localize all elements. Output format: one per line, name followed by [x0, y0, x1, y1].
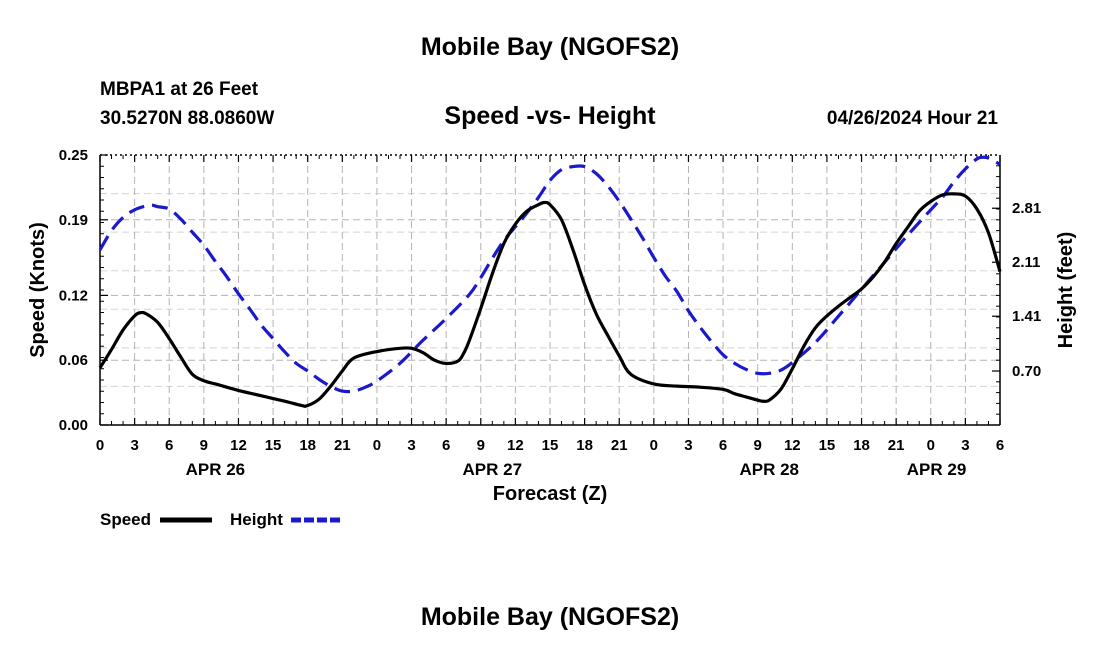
y-left-tick-label: 0.12 [59, 287, 88, 304]
date-label: APR 26 [186, 460, 246, 479]
forecast-timestamp: 04/26/2024 Hour 21 [827, 108, 999, 129]
y-right-tick-label: 2.81 [1012, 200, 1041, 217]
x-tick-label: 15 [819, 437, 836, 454]
x-tick-label: 9 [477, 437, 485, 454]
x-tick-label: 3 [130, 437, 138, 454]
x-tick-label: 6 [996, 437, 1004, 454]
station-coords: 30.5270N 88.0860W [100, 108, 274, 129]
date-labels: APR 26 APR 27 APR 28 APR 29 [186, 460, 967, 479]
y-left-tick-label: 0.00 [59, 417, 88, 434]
y-right-tick-label: 0.70 [1012, 363, 1041, 380]
x-tick-label: 21 [888, 437, 905, 454]
y-left-tick-labels: 0.00 0.06 0.12 0.19 0.25 [59, 147, 88, 434]
footer-title: Mobile Bay (NGOFS2) [421, 603, 679, 631]
y-right-tick-label: 1.41 [1012, 308, 1041, 325]
x-tick-label: 0 [927, 437, 935, 454]
x-tick-label: 21 [334, 437, 351, 454]
x-tick-label: 21 [611, 437, 628, 454]
date-label: APR 27 [463, 460, 523, 479]
y-left-tick-label: 0.06 [59, 352, 88, 369]
x-tick-label: 15 [265, 437, 282, 454]
y-right-axis-label: Height (feet) [1055, 232, 1077, 349]
y-right-tick-labels: 0.70 1.41 2.11 2.81 [1012, 200, 1041, 380]
x-tick-label: 12 [784, 437, 801, 454]
y-left-axis-label: Speed (Knots) [27, 222, 49, 358]
legend: Speed Height [100, 510, 343, 529]
x-tick-label: 0 [96, 437, 104, 454]
x-tick-label: 9 [200, 437, 208, 454]
x-tick-label: 0 [650, 437, 658, 454]
y-left-tick-label: 0.19 [59, 212, 88, 229]
grid [100, 155, 1000, 425]
x-tick-labels: 0 3 6 9 12 15 18 21 0 3 6 9 12 15 18 21 0 3 6 9 12 15 18 21 0 3 6 [96, 437, 1004, 454]
y-right-tick-label: 2.11 [1012, 254, 1040, 271]
x-tick-label: 9 [754, 437, 762, 454]
x-tick-label: 6 [442, 437, 450, 454]
speed-series-line [98, 192, 1002, 408]
x-axis-label: Forecast (Z) [493, 483, 607, 505]
station-name: MBPA1 at 26 Feet [100, 79, 259, 100]
x-tick-label: 6 [165, 437, 173, 454]
x-tick-label: 18 [299, 437, 316, 454]
x-tick-label: 18 [853, 437, 870, 454]
x-tick-label: 12 [230, 437, 247, 454]
axis-ticks [99, 154, 1001, 426]
x-tick-label: 12 [507, 437, 524, 454]
legend-height-label: Height [230, 510, 283, 529]
x-tick-label: 6 [719, 437, 727, 454]
x-tick-label: 3 [407, 437, 415, 454]
x-tick-label: 18 [576, 437, 593, 454]
legend-speed-label: Speed [100, 510, 151, 529]
y-left-tick-label: 0.25 [59, 147, 88, 164]
x-tick-label: 3 [684, 437, 692, 454]
date-label: APR 28 [739, 460, 799, 479]
x-tick-label: 0 [373, 437, 381, 454]
page-title: Mobile Bay (NGOFS2) [421, 33, 679, 61]
x-tick-label: 15 [542, 437, 559, 454]
x-tick-label: 3 [961, 437, 969, 454]
date-label: APR 29 [907, 460, 967, 479]
height-series-line [98, 155, 1001, 394]
chart-title: Speed -vs- Height [444, 102, 656, 130]
